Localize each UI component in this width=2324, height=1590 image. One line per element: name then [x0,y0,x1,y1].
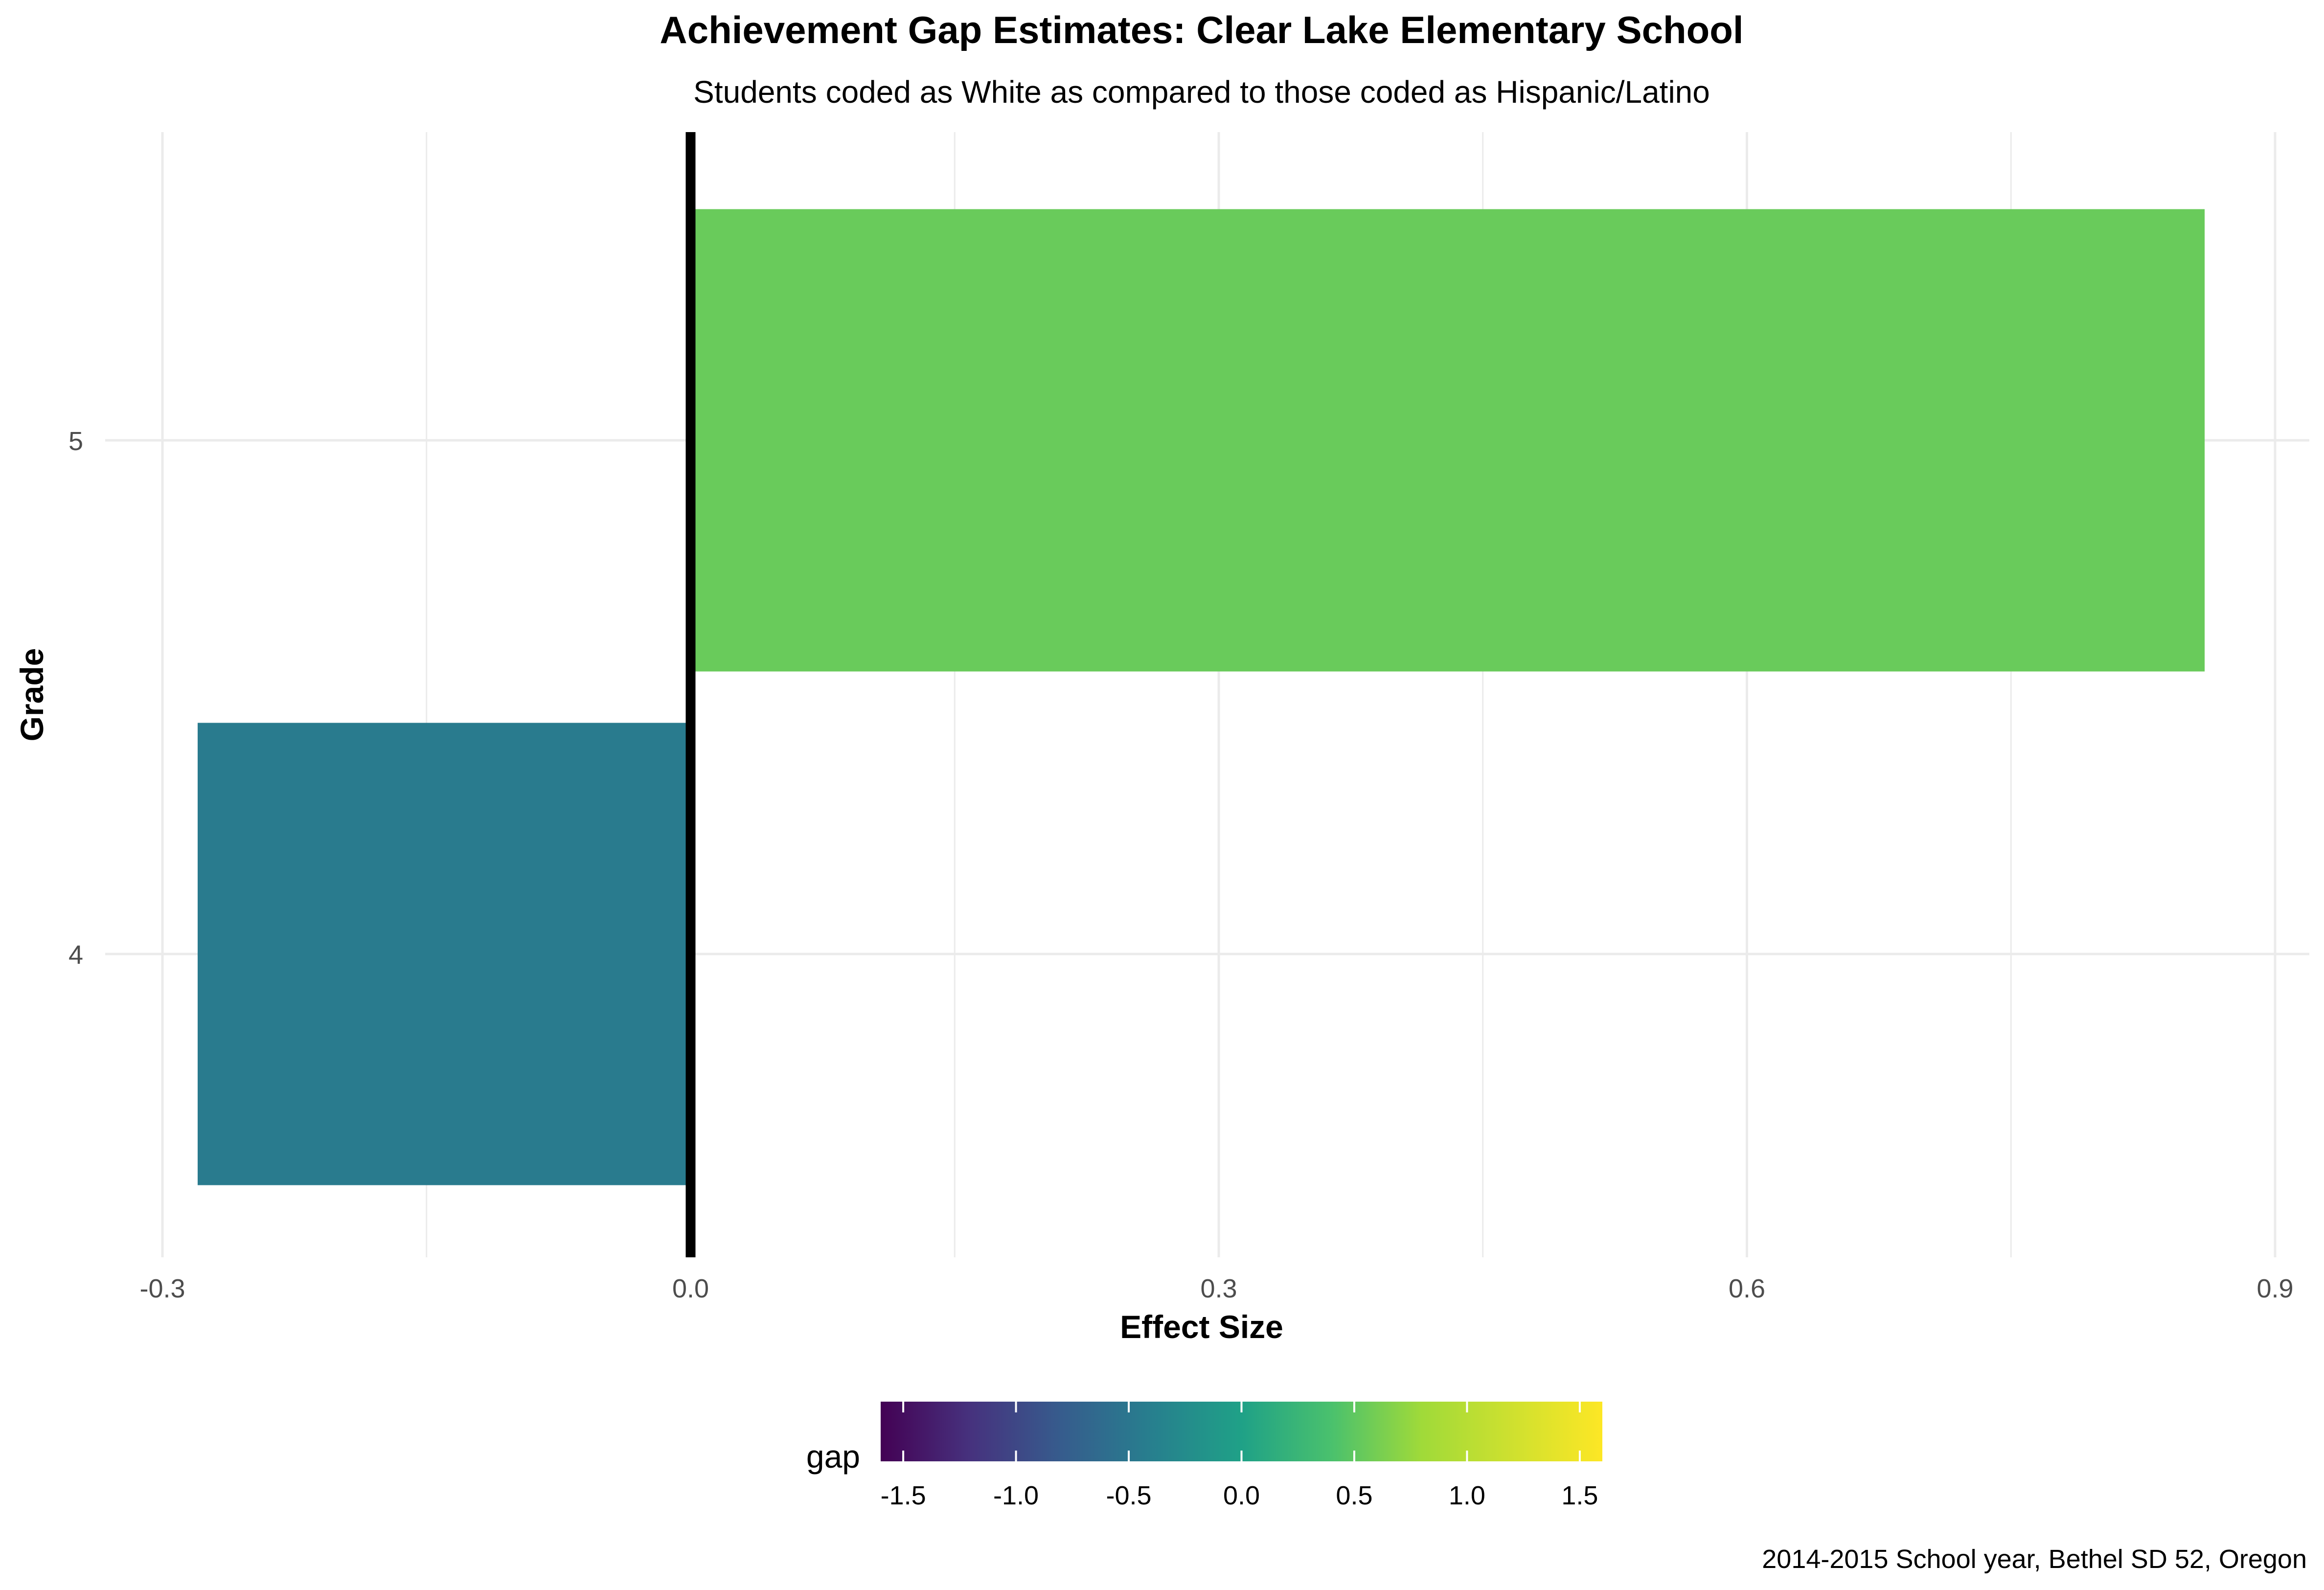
legend-tick-label: 0.5 [1336,1481,1372,1510]
legend-tick-label: -0.5 [1106,1481,1152,1510]
y-axis: 45 [68,427,83,970]
y-tick-label: 5 [68,427,83,456]
chart-subtitle: Students coded as White as compared to t… [693,74,1710,110]
y-axis-label: Grade [14,648,50,742]
legend-tick-label: 1.5 [1561,1481,1598,1510]
x-tick-label: 0.3 [1200,1274,1237,1303]
bar-grade-5 [690,209,2205,672]
x-tick-label: 0.0 [672,1274,709,1303]
color-legend: gap -1.5 -1.0 -0.5 0.0 0.5 1.0 1.5 [806,1402,1602,1510]
x-tick-label: -0.3 [139,1274,185,1303]
legend-tick-label: 0.0 [1223,1481,1260,1510]
x-axis-label: Effect Size [1120,1309,1283,1345]
legend-tick-label: -1.0 [993,1481,1039,1510]
legend-tick-label: -1.5 [881,1481,926,1510]
x-tick-label: 0.9 [2256,1274,2293,1303]
chart-title: Achievement Gap Estimates: Clear Lake El… [660,8,1743,51]
legend-tick-label: 1.0 [1449,1481,1485,1510]
bars [197,209,2205,1185]
chart-caption: 2014-2015 School year, Bethel SD 52, Ore… [1762,1545,2307,1574]
legend-title: gap [806,1438,860,1475]
y-tick-label: 4 [68,940,83,970]
x-axis: -0.3 0.0 0.3 0.6 0.9 [139,1274,2293,1303]
x-tick-label: 0.6 [1729,1274,1765,1303]
bar-grade-4 [197,723,691,1185]
